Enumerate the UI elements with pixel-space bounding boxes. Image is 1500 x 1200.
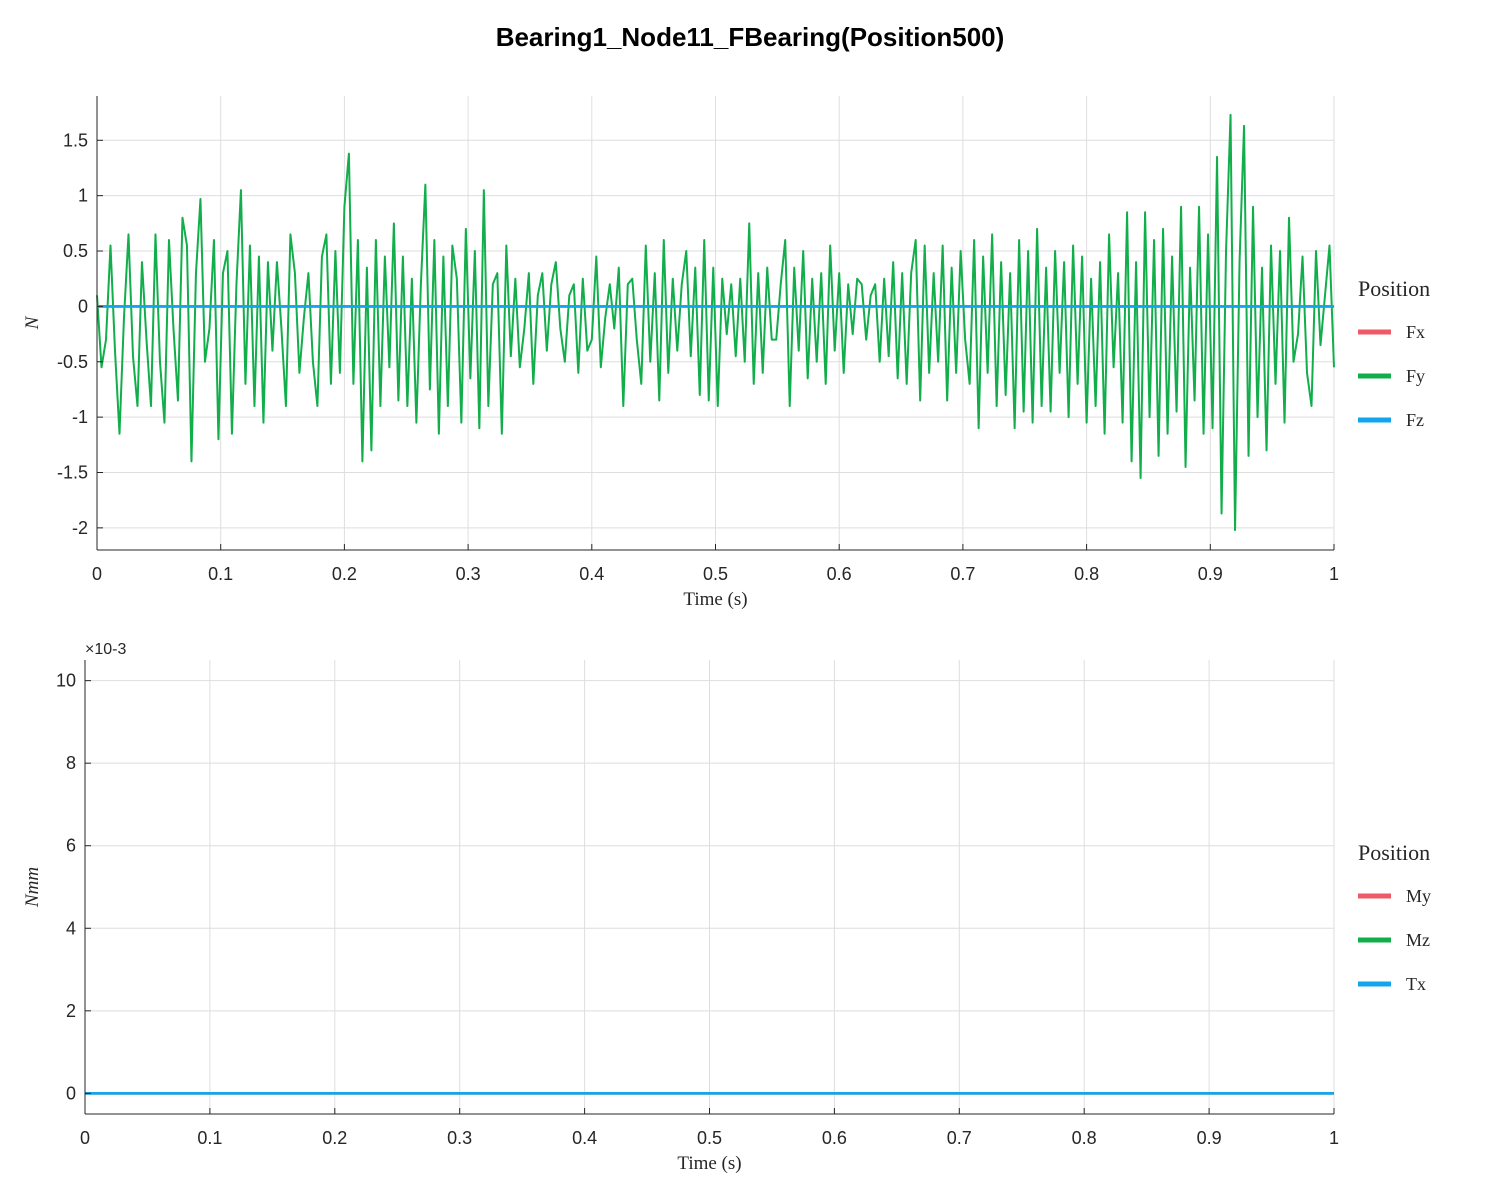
axes1-x-tick-label: 0.7 [950,564,975,584]
top-axes: 0 0.1 0.2 0.3 0.4 0.5 0.6 0.7 0.8 0.9 1 -2 -1.5 -1 -0.… [22,96,1430,610]
axes2-y-exponent-label: ×10-3 [85,641,126,658]
axes2-y-tick-label: 10 [56,671,76,691]
axes1-x-tick-label: 0.9 [1198,564,1223,584]
axes1-y-axis-label: N [22,315,43,330]
bottom-axes: 0 0.1 0.2 0.3 0.4 0.5 0.6 0.7 0.8 0.9 10246810×10-… [22,641,1431,1174]
axes2-legend-item-my: My [1358,886,1431,906]
axes2-legend-item-mz: Mz [1358,930,1430,950]
axes2-x-tick-label: 0 [80,1128,90,1148]
axes1-legend-label: Fz [1406,410,1424,430]
axes1-legend: Position Fx Fy Fz [1358,276,1430,430]
axes1-legend-item-fz: Fz [1358,410,1424,430]
axes1-y-tick-label: 0 [78,296,88,316]
axes2-x-tick-label: 0.4 [572,1128,597,1148]
axes2-x-tick-label: 0.8 [1072,1128,1097,1148]
axes2-x-tick-label: 0.5 [697,1128,722,1148]
axes1-legend-label: Fx [1406,322,1425,342]
axes1-grid [96,96,1335,550]
axes2-y-tick-label: 4 [66,918,76,938]
axes2-y-tick-label: 6 [66,836,76,856]
axes1-y-tick-label: 1 [78,186,88,206]
axes1-y-tick-label: -1 [72,407,88,427]
axes2-x-tick-label: 0.3 [447,1128,472,1148]
axes2-legend-label: Tx [1406,974,1426,994]
axes1-x-tick-label: 0.2 [332,564,357,584]
axes2-x-tick-label: 0.1 [197,1128,222,1148]
axes2-y-axis-label: Nmm [22,867,43,908]
axes1-y-tick-label: -1.5 [57,462,88,482]
axes2-axis-lines: 0 0.1 0.2 0.3 0.4 0.5 0.6 0.7 0.8 0.9 10246810×10-… [56,641,1339,1148]
axes1-x-axis-label: Time (s) [683,589,747,610]
axes1-x-tick-label: 0.4 [579,564,604,584]
axes1-legend-item-fx: Fx [1358,322,1425,342]
axes1-series-fy-line [96,113,1335,532]
axes1-y-tick-label: 0.5 [63,241,88,261]
axes1-legend-label: Fy [1406,366,1425,386]
axes2-x-tick-label: 1 [1329,1128,1339,1148]
axes1-y-tick-label: -2 [72,518,88,538]
axes1-x-tick-label: 1 [1329,564,1339,584]
axes2-legend-label: Mz [1406,930,1430,950]
axes2-grid [84,660,1335,1114]
axes1-y-tick-label: -0.5 [57,352,88,372]
axes1-series-group [96,113,1335,532]
axes2-legend: Position My Mz Tx [1358,840,1431,994]
axes1-y-tick-label: 1.5 [63,130,88,150]
axes2-x-axis-label: Time (s) [677,1153,741,1174]
axes2-legend-item-tx: Tx [1358,974,1426,994]
axes1-x-tick-label: 0.1 [208,564,233,584]
axes1-legend-item-fy: Fy [1358,366,1425,386]
axes1-x-tick-label: 0.8 [1074,564,1099,584]
axes2-y-tick-label: 2 [66,1001,76,1021]
axes1-legend-title: Position [1358,276,1430,301]
axes2-legend-title: Position [1358,840,1430,865]
axes1-x-tick-label: 0.6 [827,564,852,584]
axes2-x-tick-label: 0.7 [947,1128,972,1148]
figure-title: Bearing1_Node11_FBearing(Position500) [496,22,1005,52]
axes1-x-tick-label: 0 [92,564,102,584]
axes2-x-tick-label: 0.9 [1197,1128,1222,1148]
axes1-x-tick-label: 0.5 [703,564,728,584]
axes1-x-tick-label: 0.3 [456,564,481,584]
axes2-x-tick-label: 0.2 [322,1128,347,1148]
axes2-y-tick-label: 8 [66,753,76,773]
axes2-x-tick-label: 0.6 [822,1128,847,1148]
axes1-axis-lines: 0 0.1 0.2 0.3 0.4 0.5 0.6 0.7 0.8 0.9 1 -2 -1.5 -1 -0.… [57,96,1339,584]
axes2-y-tick-label: 0 [66,1083,76,1103]
axes2-legend-label: My [1406,886,1431,906]
